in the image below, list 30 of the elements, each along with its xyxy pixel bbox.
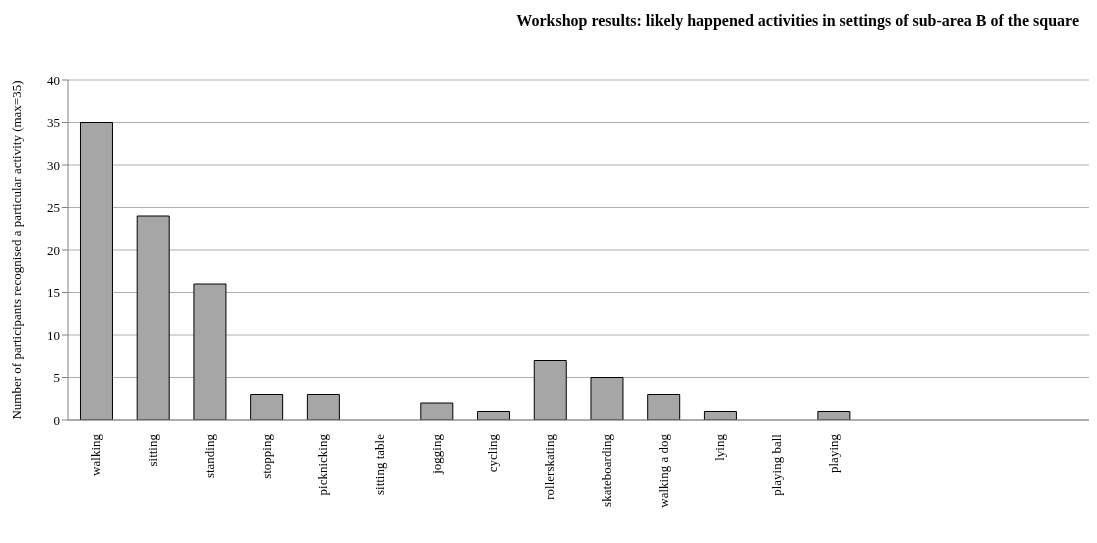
x-tick-label: lying bbox=[712, 433, 728, 461]
bar bbox=[250, 394, 284, 420]
y-axis-title: Number of participants recognised a particular activity (max=35) bbox=[8, 80, 24, 420]
y-tick-label: 0 bbox=[53, 412, 60, 428]
x-tick-label: picknicking bbox=[315, 433, 331, 496]
y-tick-label: 30 bbox=[47, 157, 60, 173]
bar bbox=[647, 394, 681, 420]
y-tick-label: 15 bbox=[47, 285, 60, 301]
y-tick-label: 35 bbox=[47, 115, 60, 131]
y-tick-label: 5 bbox=[53, 370, 60, 386]
x-tick-label: walking a dog bbox=[655, 433, 671, 508]
x-tick-label: skateboarding bbox=[598, 433, 614, 507]
x-tick-label: cycling bbox=[485, 433, 501, 473]
y-tick-label: 40 bbox=[47, 72, 60, 88]
bar bbox=[420, 402, 454, 420]
x-tick-label: walking bbox=[88, 433, 104, 476]
x-tick-label: stopping bbox=[258, 433, 274, 479]
x-tick-label: sitting bbox=[145, 433, 161, 467]
y-tick-label: 20 bbox=[47, 242, 60, 258]
bar bbox=[306, 394, 340, 420]
x-tick-label: standing bbox=[201, 433, 217, 479]
x-tick-label: playing bbox=[825, 433, 841, 473]
x-tick-label: rollerskating bbox=[542, 433, 558, 500]
x-tick-label: playing ball bbox=[769, 433, 785, 496]
y-tick-label: 10 bbox=[47, 327, 60, 343]
bar bbox=[817, 411, 851, 420]
y-tick-label: 25 bbox=[47, 200, 60, 216]
x-tick-label: sitting table bbox=[371, 433, 387, 496]
x-tick-label: jogging bbox=[428, 433, 444, 475]
chart-title: Workshop results: likely happened activities in settings of sub-area B of the square bbox=[515, 11, 1080, 32]
